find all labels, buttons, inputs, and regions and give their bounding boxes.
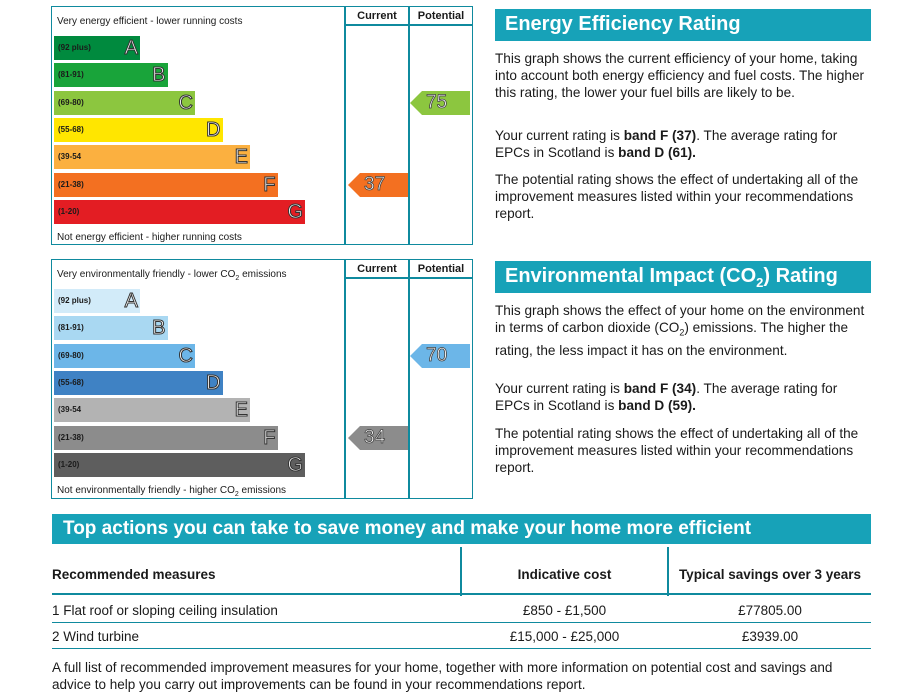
column-divider — [408, 260, 410, 498]
measure-savings: £3939.00 — [741, 629, 799, 644]
band-a: (92 plus) A — [54, 36, 140, 60]
band-letter: F — [263, 173, 276, 196]
band-d: (55-68) D — [54, 370, 223, 395]
band-letter: C — [178, 91, 193, 114]
band-letter: G — [287, 453, 304, 476]
current-rating-arrow: 37 — [348, 172, 408, 197]
chart-top-label: Very environmentally friendly - lower CO… — [57, 269, 287, 282]
band-letter: F — [263, 426, 276, 449]
potential-rating-arrow: 75 — [410, 90, 470, 115]
band-e: (39-54 E — [54, 398, 250, 423]
energy-rating-title: Energy Efficiency Rating — [495, 9, 871, 41]
band-range: (81-91) — [58, 323, 84, 333]
band-d: (55-68) D — [54, 117, 223, 142]
band-c: (69-80) C — [54, 90, 195, 115]
measure-savings: £77805.00 — [738, 603, 802, 618]
chart-bottom-label: Not environmentally friendly - higher CO… — [57, 485, 287, 498]
header-divider — [346, 277, 472, 279]
chart-top-label: Very energy efficient - lower running co… — [57, 16, 243, 27]
band-letter: G — [287, 200, 304, 223]
env-para-1: This graph shows the effect of your home… — [495, 303, 865, 358]
potential-rating-arrow: 70 — [410, 343, 470, 368]
band-range: (69-80) — [58, 97, 84, 107]
band-range: (55-68) — [58, 124, 84, 134]
band-range: (69-80) — [58, 350, 84, 360]
rating-value: 75 — [426, 91, 448, 113]
band-letter: A — [124, 290, 138, 313]
env-para-3: The potential rating shows the effect of… — [495, 426, 859, 475]
environmental-impact-chart: Very environmentally friendly - lower CO… — [51, 259, 473, 499]
band-range: (21-38) — [58, 179, 84, 189]
recommendations-note: A full list of recommended improvement m… — [52, 660, 833, 692]
band-letter: C — [178, 344, 193, 367]
measure-name: 2 Wind turbine — [52, 629, 140, 644]
band-g: (1-20) G — [54, 199, 305, 224]
env-para-2: Your current rating is band F (34). The … — [495, 381, 838, 413]
column-divider — [460, 547, 462, 596]
measures-header: Recommended measures — [52, 567, 216, 582]
measure-name: 1 Flat roof or sloping ceiling insulatio… — [52, 603, 278, 618]
band-letter: A — [124, 37, 138, 60]
band-range: (55-68) — [58, 377, 84, 387]
band-letter: B — [152, 317, 166, 340]
band-range: (81-91) — [58, 70, 84, 80]
energy-para-1: This graph shows the current efficiency … — [495, 51, 865, 100]
band-range: (1-20) — [58, 459, 80, 469]
column-divider — [344, 260, 346, 498]
band-c: (69-80) C — [54, 343, 195, 368]
savings-header: Typical savings over 3 years — [678, 567, 862, 582]
band-b: (81-91) B — [54, 63, 168, 88]
band-f: (21-38) F — [54, 172, 278, 197]
band-b: (81-91) B — [54, 316, 168, 341]
rating-value: 37 — [364, 173, 386, 195]
column-divider — [344, 7, 346, 244]
environmental-rating-title: Environmental Impact (CO2) Rating — [495, 261, 871, 293]
energy-efficiency-chart: Very energy efficient - lower running co… — [51, 6, 473, 245]
band-range: (39-54 — [58, 405, 82, 415]
column-divider — [667, 547, 669, 596]
band-range: (21-38) — [58, 432, 84, 442]
band-letter: B — [152, 64, 166, 87]
band-range: (1-20) — [58, 206, 80, 216]
column-divider — [408, 7, 410, 244]
measure-cost: £15,000 - £25,000 — [509, 629, 620, 644]
row-rule — [52, 648, 871, 649]
band-g: (1-20) G — [54, 452, 305, 477]
energy-para-3: The potential rating shows the effect of… — [495, 172, 859, 221]
band-letter: D — [206, 118, 221, 141]
band-letter: E — [234, 146, 248, 169]
header-divider — [346, 24, 472, 26]
band-letter: D — [206, 371, 221, 394]
rating-value: 70 — [426, 344, 448, 366]
potential-header: Potential — [417, 10, 465, 22]
chart-bottom-label: Not energy efficient - higher running co… — [57, 232, 242, 243]
rating-value: 34 — [364, 426, 386, 448]
band-letter: E — [234, 399, 248, 422]
band-e: (39-54 E — [54, 145, 250, 170]
band-range: (92 plus) — [58, 43, 91, 52]
band-range: (92 plus) — [58, 296, 91, 305]
header-rule — [52, 593, 871, 595]
current-rating-arrow: 34 — [348, 425, 408, 450]
top-actions-title: Top actions you can take to save money a… — [52, 514, 871, 544]
band-range: (39-54 — [58, 152, 82, 162]
potential-header: Potential — [417, 263, 465, 275]
row-rule — [52, 622, 871, 623]
measure-cost: £850 - £1,500 — [522, 603, 607, 618]
energy-para-2: Your current rating is band F (37). The … — [495, 128, 838, 160]
recommended-measures-table: Recommended measures Indicative cost Typ… — [52, 547, 871, 651]
band-a: (92 plus) A — [54, 289, 140, 313]
current-header: Current — [357, 10, 397, 22]
cost-header: Indicative cost — [517, 567, 612, 582]
band-f: (21-38) F — [54, 425, 278, 450]
current-header: Current — [357, 263, 397, 275]
